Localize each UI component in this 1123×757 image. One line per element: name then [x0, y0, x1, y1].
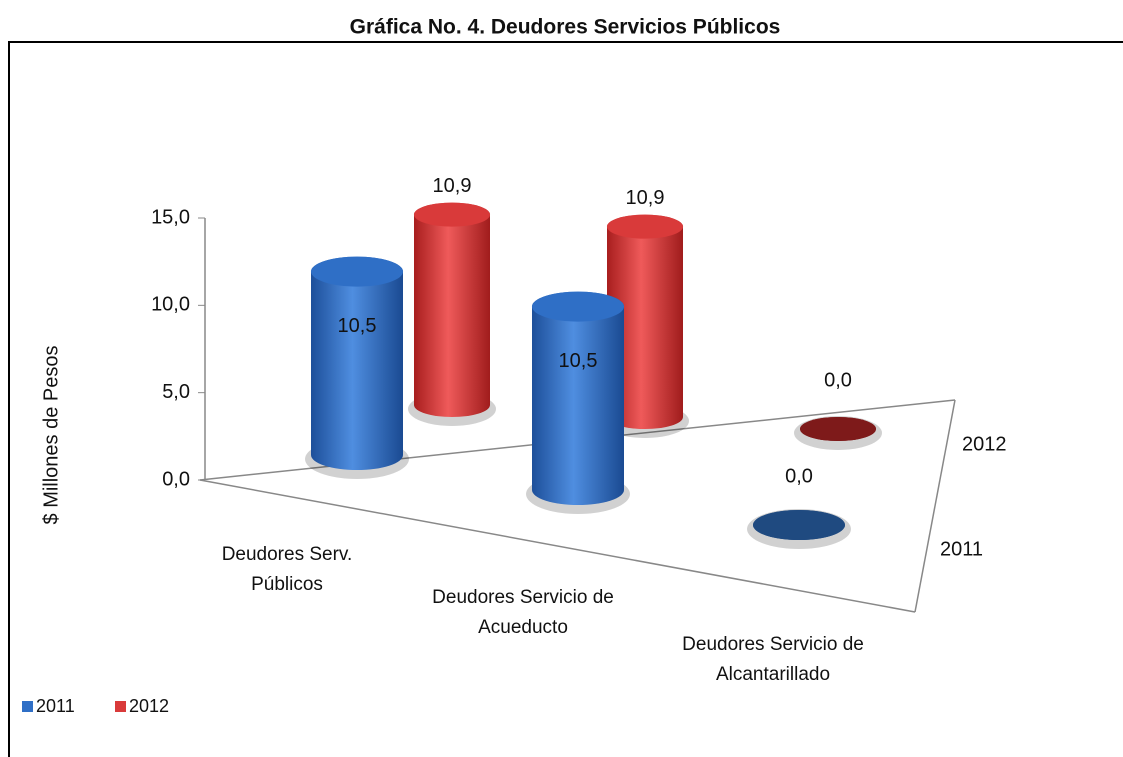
cylinder	[305, 256, 409, 479]
cylinder	[747, 509, 851, 549]
bar-top	[414, 202, 490, 227]
value-label: 0,0	[824, 369, 852, 391]
value-label: 10,5	[338, 315, 377, 337]
bar-top	[753, 510, 845, 540]
legend-swatch	[115, 701, 126, 712]
value-label: 10,9	[626, 187, 665, 209]
bar-top	[800, 417, 876, 441]
x-tick-label: Deudores Servicio de Acueducto	[432, 587, 614, 638]
y-tick-label: 0,0	[162, 468, 190, 490]
legend-label: 2011	[36, 696, 75, 716]
value-label: 10,9	[433, 175, 472, 197]
bar	[532, 291, 624, 505]
legend-swatch	[22, 701, 33, 712]
value-label: 0,0	[785, 465, 813, 487]
bar-top	[607, 214, 683, 239]
y-tick-label: 5,0	[162, 381, 190, 403]
bar-top	[532, 291, 624, 322]
x-tick-label: Deudores Serv. Públicos	[221, 544, 353, 595]
depth-label: 2011	[940, 538, 983, 560]
bar-top	[311, 256, 403, 287]
bar	[311, 256, 403, 470]
cylinder	[526, 291, 630, 514]
value-label: 10,5	[559, 350, 598, 372]
y-axis-label: $ Millones de Pesos	[40, 346, 62, 525]
bar	[414, 202, 490, 417]
x-tick-label: Deudores Servicio de Alcantarillado	[682, 634, 864, 685]
chart-title: Gráfica No. 4. Deudores Servicios Públic…	[350, 16, 781, 39]
y-tick-label: 10,0	[151, 294, 190, 316]
legend-label: 2012	[129, 696, 169, 716]
y-tick-label: 15,0	[151, 206, 190, 228]
depth-label: 2012	[962, 433, 1007, 455]
bar	[607, 214, 683, 429]
cylinder	[408, 202, 496, 426]
cylinder	[794, 416, 882, 450]
